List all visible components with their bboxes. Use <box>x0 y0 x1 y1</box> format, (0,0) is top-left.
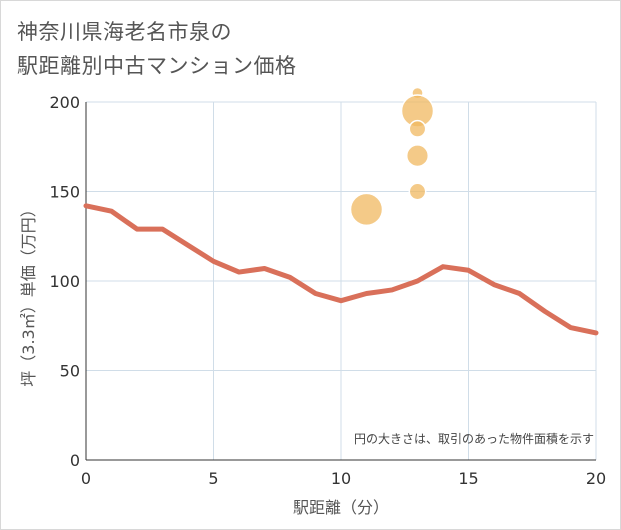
x-tick-label: 0 <box>81 469 91 488</box>
annotation-note: 円の大きさは、取引のあった物件面積を示す <box>354 431 594 446</box>
grid-lines <box>86 101 597 460</box>
y-tick-label: 200 <box>49 93 80 112</box>
y-tick-label: 150 <box>49 183 80 202</box>
x-axis-label: 駅距離（分） <box>293 498 389 517</box>
tick-labels: 0 50 100 150 200 0 5 10 15 20 <box>49 93 606 488</box>
bubble-series <box>349 86 435 227</box>
y-tick-label: 100 <box>49 272 80 291</box>
y-axis-label: 坪（3.3㎡）単価（万円） <box>19 201 38 386</box>
chart-title-line2: 駅距離別中古マンション価格 <box>17 54 297 78</box>
x-tick-label: 20 <box>586 469 606 488</box>
chart-title-line1: 神奈川県海老名市泉の <box>17 20 232 44</box>
x-tick-label: 10 <box>331 469 351 488</box>
scatter-bubble <box>349 192 384 227</box>
chart-title: 神奈川県海老名市泉の 駅距離別中古マンション価格 <box>17 15 297 83</box>
axes <box>85 102 596 461</box>
x-tick-label: 5 <box>208 469 218 488</box>
average-price-line <box>83 203 599 336</box>
x-tick-label: 15 <box>458 469 478 488</box>
scatter-bubble <box>405 144 430 168</box>
scatter-bubble <box>408 182 427 201</box>
y-tick-label: 0 <box>70 451 80 470</box>
scatter-bubble <box>408 119 427 138</box>
line-series <box>83 203 599 336</box>
y-tick-label: 50 <box>60 362 80 381</box>
